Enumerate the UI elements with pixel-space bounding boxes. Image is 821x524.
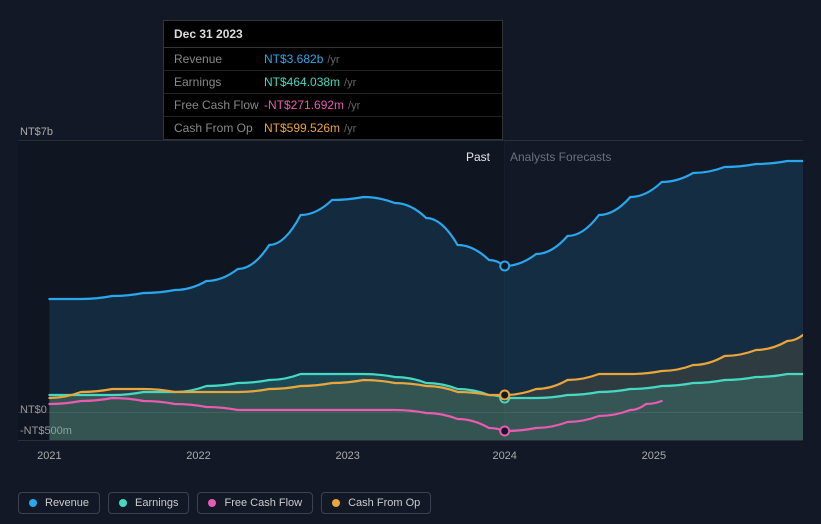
legend-label: Cash From Op [348,497,420,509]
x-axis-label: 2023 [335,450,359,462]
legend-dot [208,499,216,507]
legend: Revenue Earnings Free Cash Flow Cash From O… [18,492,431,514]
tooltip-row-label: Earnings [174,75,264,89]
tooltip-row: Cash From OpNT$599.526m/yr [164,117,502,139]
y-axis-label-top: NT$7b [20,126,53,138]
legend-label: Earnings [135,497,178,509]
tooltip-row-label: Revenue [174,52,264,66]
legend-item[interactable]: Revenue [18,492,100,514]
tooltip-row-value: NT$599.526m [264,121,340,135]
legend-item[interactable]: Cash From Op [321,492,431,514]
legend-label: Revenue [45,497,89,509]
tooltip-row-value: NT$464.038m [264,75,340,89]
tooltip-row-unit: /yr [344,123,356,135]
gridline-bottom [18,440,803,441]
tooltip-row-unit: /yr [344,77,356,89]
legend-dot [119,499,127,507]
tooltip-row: RevenueNT$3.682b/yr [164,48,502,71]
tooltip: Dec 31 2023 RevenueNT$3.682b/yrEarningsN… [163,20,503,140]
tooltip-row-label: Cash From Op [174,121,264,135]
legend-dot [332,499,340,507]
tooltip-row-value: -NT$271.692m [264,98,344,112]
legend-label: Free Cash Flow [224,497,302,509]
legend-item[interactable]: Earnings [108,492,189,514]
tooltip-row: EarningsNT$464.038m/yr [164,71,502,94]
tooltip-row: Free Cash Flow-NT$271.692m/yr [164,94,502,117]
legend-item[interactable]: Free Cash Flow [197,492,313,514]
chart[interactable] [18,140,803,440]
tooltip-row-unit: /yr [327,54,339,66]
x-axis-label: 2021 [37,450,61,462]
x-axis-label: 2022 [186,450,210,462]
tooltip-date: Dec 31 2023 [164,21,502,48]
tooltip-row-label: Free Cash Flow [174,98,264,112]
x-axis-label: 2025 [642,450,666,462]
x-axis-label: 2024 [492,450,516,462]
tooltip-row-unit: /yr [348,100,360,112]
tooltip-row-value: NT$3.682b [264,52,323,66]
legend-dot [29,499,37,507]
